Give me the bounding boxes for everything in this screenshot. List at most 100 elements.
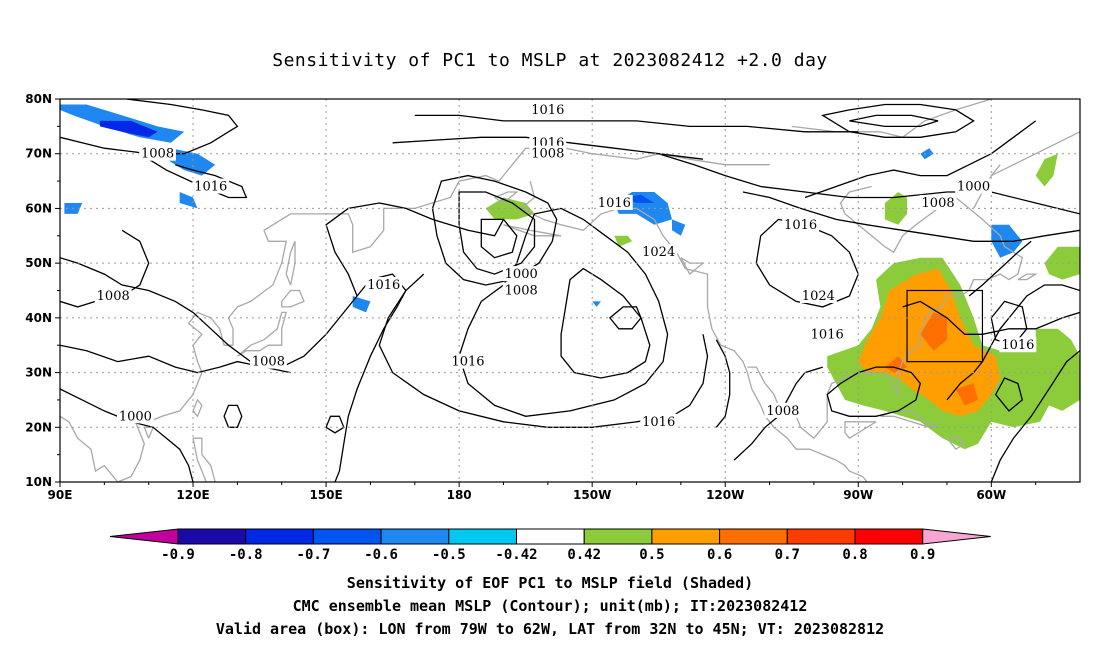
mslp-contour [458,207,669,417]
contour-label: 1000 [957,180,990,195]
coastline [236,311,288,357]
colorbar-tick-label: -0.7 [297,547,331,563]
contour-label-bg [919,194,957,210]
contour-label-bg [449,353,487,369]
caption-line-1: Sensitivity of EOF PC1 to MSLP field (Sh… [346,574,754,592]
mslp-contour [60,99,239,155]
sensitivity-shade [99,120,158,138]
contour-label: 1016 [811,327,844,342]
sensitivity-shade [672,219,686,236]
contour-label-bg [799,287,837,303]
colorbar-tick-label: -0.42 [495,547,537,563]
colorbar-tick-label: -0.5 [432,547,466,563]
sensitivity-shade [1035,153,1058,187]
lon-tick-label: 180 [447,488,472,502]
colorbar-tick-label: 0.6 [707,547,732,563]
sensitivity-shade [592,301,601,307]
lat-tick-label: 40N [25,311,52,325]
coastline [192,437,216,482]
mslp-contour [821,103,975,138]
coastline [991,131,1080,177]
mslp-contour [139,153,248,199]
sensitivity-shade [614,235,633,247]
mslp-contour [990,350,1080,482]
colorbar-tick-label: -0.9 [161,547,195,563]
contour-label-bg [250,353,287,369]
contour-label: 1008 [505,284,538,299]
mslp-contour [458,191,536,275]
mslp-contour [480,218,518,259]
mslp-contour [742,191,1080,242]
mslp-contour [325,415,345,434]
contour-label-bg [502,266,540,282]
contour-label-bg [139,145,176,161]
contour-label: 1024 [642,245,675,260]
coastline [285,241,296,286]
mslp-contour [849,114,939,128]
coastline [281,289,305,308]
colorbar-tick-label: 0.8 [842,547,867,563]
contour-label: 1016 [194,180,227,195]
lon-tick-label: 150W [573,488,611,502]
contour-label-bg [955,178,992,194]
mslp-contour [414,114,859,133]
mslp-contour [946,284,1080,401]
coastline [60,147,770,482]
colorbar-swatch [245,528,314,545]
coastline [192,398,203,418]
colorbar-tick-label: 0.7 [775,547,800,563]
contour-label-bg [999,337,1037,353]
sensitivity-shade [884,356,907,373]
sensitivity-shade [352,296,371,313]
mslp-contour [60,257,407,482]
coastline [494,191,519,204]
lat-tick-label: 30N [25,366,52,380]
lon-tick-label: 150E [309,488,342,502]
coastline [1017,273,1038,281]
colorbar-swatch [516,528,585,545]
coastline [844,421,877,440]
mslp-contour [994,377,1024,412]
lat-tick-label: 50N [25,256,52,270]
contour-label-bg [529,145,567,161]
colorbar-tick-label: 0.5 [639,547,664,563]
contour-label: 1008 [252,355,285,370]
valid-area-box [906,289,984,363]
colorbar-tick-label: 0.42 [567,547,601,563]
contour-label: 1008 [766,404,799,419]
colorbar-swatch [312,528,382,545]
lon-tick-label: 90W [843,488,873,502]
contour-label-bg [116,408,154,424]
contour-label-bg [595,194,633,210]
lat-tick-label: 20N [25,420,52,434]
mslp-contour [715,339,731,428]
colorbar-swatch [380,528,450,545]
colorbar-swatch [719,528,788,545]
lon-tick-label: 120E [176,488,209,502]
colorbar-swatch [448,528,517,545]
contour-label: 1008 [97,289,130,304]
lon-tick-label: 90E [48,488,73,502]
mslp-contour [968,240,1032,297]
colorbar-swatch [651,528,721,545]
mslp-contour [804,120,1037,199]
contour-label: 1016 [451,355,484,370]
mslp-contour [60,388,194,482]
sensitivity-shade [166,148,216,176]
colorbar-tick-label: -0.8 [229,547,263,563]
colorbar-low-extend [109,528,179,545]
coastline [946,437,966,451]
contour-label: 1016 [642,415,675,430]
colorbar-swatch [786,528,856,545]
contour-label: 1008 [141,147,174,162]
lon-tick-label: 120W [706,488,744,502]
colorbar-swatch [583,528,653,545]
mslp-contour [431,174,558,286]
contour-label: 1016 [784,218,817,233]
sensitivity-shade [920,312,947,351]
mslp-contour [608,306,642,330]
contour-label-bg [529,101,567,117]
map-title: Sensitivity of PC1 to MSLP at 2023082412… [272,50,828,71]
contour-label: 1000 [505,267,538,282]
